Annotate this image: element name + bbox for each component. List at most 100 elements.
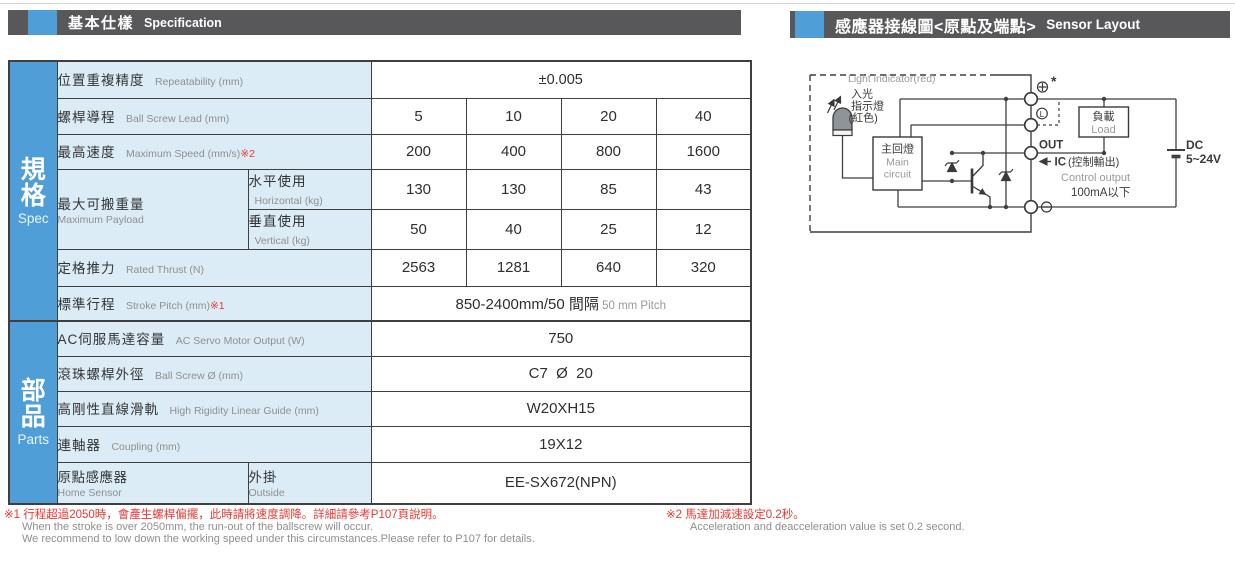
load-box (1078, 106, 1130, 138)
main-circuit-label-en1: Main (886, 157, 909, 169)
out-label: OUT (1039, 140, 1063, 152)
value-thrust-2: 1281 (465, 248, 562, 287)
row-label-coupling: 連軸器 Coupling (mm) (56, 425, 372, 463)
svg-text:L: L (1040, 109, 1045, 119)
table-row: 規格 Spec 位置重複精度 Repeatability (mm) ±0.005 (8, 60, 752, 322)
row-label-max-payload: 最大可搬重量 Maximum Payload (56, 168, 249, 250)
sidebar-label-en: Spec (17, 210, 49, 226)
led-label-zh-1: 入光 (851, 87, 873, 101)
footnote-mark-1: ※1 (209, 299, 225, 312)
terminal-l (1023, 117, 1039, 133)
terminal-plus (1023, 91, 1039, 107)
row-label-ball-screw-lead: 螺桿導程 Ball Screw Lead (mm) (56, 97, 372, 135)
table-row: 螺桿導程 Ball Screw Lead (mm) 5 10 20 40 (9, 97, 752, 135)
section-header-specification: 基本仕樣 Specification (8, 10, 741, 35)
control-output-zh: (控制輸出) (1068, 155, 1119, 169)
specification-table: 規格 Spec 位置重複精度 Repeatability (mm) ±0.005… (8, 60, 752, 505)
value-stroke-pitch: 850-2400mm/50 間隔 50 mm Pitch (370, 285, 752, 322)
transistor-symbol (970, 153, 991, 207)
footnote-2-zh: ※2 馬達加減速設定0.2秒。 (666, 509, 805, 521)
row-label-ball-screw-od: 滾珠螺桿外徑 Ball Screw Ø (mm) (56, 355, 372, 392)
circled-l-symbol: L (1036, 107, 1048, 120)
row-label-home-sensor: 原點感應器 Home Sensor (56, 461, 249, 505)
sidebar-spec-section: 規格 Spec (8, 60, 58, 322)
current-limit-label: 100mA以下 (1071, 186, 1130, 199)
table-row: 高剛性直線滑軌 High Rigidity Linear Guide (mm) … (9, 390, 752, 427)
table-row: 最高速度 Maximum Speed (mm/s)※2 200 400 800 … (9, 133, 752, 170)
main-circuit-label-en2: circuit (884, 169, 912, 181)
load-label-zh: 負載 (1093, 110, 1115, 123)
sidebar-parts-section: 部品 Parts (8, 320, 58, 505)
main-circuit-box (872, 136, 923, 191)
value-lead-1: 5 (370, 97, 467, 135)
value-vertical-1: 50 (370, 208, 467, 250)
led-label-zh-3: (紅色) (849, 111, 878, 125)
value-horizontal-4: 43 (655, 168, 752, 210)
header-accent-square (795, 11, 824, 38)
row-label-stroke-pitch: 標準行程 Stroke Pitch (mm)※1 (56, 285, 372, 322)
value-horizontal-2: 130 (465, 168, 562, 210)
section-title-en: Specification (144, 15, 222, 30)
minus-symbol (1040, 201, 1053, 213)
dc-voltage-label: 5~24V (1186, 152, 1221, 166)
table-row: 滾珠螺桿外徑 Ball Screw Ø (mm) C7 Ø 20 (9, 355, 752, 392)
row-label-linear-guide: 高剛性直線滑軌 High Rigidity Linear Guide (mm) (56, 390, 372, 427)
row-label-home-sensor-outside: 外掛 Outside (247, 461, 372, 505)
light-ray-arrows (826, 95, 842, 114)
section-title-zh: 基本仕樣 (68, 15, 135, 32)
footnote-mark-2: ※2 (240, 148, 255, 160)
footnote-1-en-line1: When the stroke is over 2050mm, the run-… (22, 521, 373, 533)
page-top-rule (0, 3, 1235, 4)
value-horizontal-1: 130 (370, 168, 467, 210)
value-vertical-2: 40 (465, 208, 562, 250)
value-speed-3: 800 (560, 133, 657, 170)
section-title-en: Sensor Layout (1046, 17, 1140, 32)
row-label-horizontal: 水平使用 Horizontal (kg) (247, 168, 372, 210)
table-row: 垂直使用 Vertical (kg) 50 40 25 12 (9, 208, 752, 250)
section-header-sensor-layout: 感應器接線圖<原點及端點> Sensor Layout (790, 11, 1230, 38)
row-label-servo-output: AC伺服馬達容量 AC Servo Motor Output (W) (56, 320, 372, 357)
value-vertical-3: 25 (560, 208, 657, 250)
row-label-vertical: 垂直使用 Vertical (kg) (247, 208, 372, 250)
value-linear-guide: W20XH15 (370, 390, 752, 427)
sidebar-label-zh: 部品 (20, 377, 46, 431)
ic-label: IC (1055, 157, 1067, 169)
sensor-wiring-diagram: L * Light indicator(red) 入光 指示燈 (紅色) 主回燈… (809, 73, 1221, 233)
header-lead-segment (8, 10, 28, 35)
value-speed-2: 400 (465, 133, 562, 170)
value-horizontal-3: 85 (560, 168, 657, 210)
value-home-sensor: EE-SX672(NPN) (370, 461, 752, 505)
load-label-en: Load (1091, 124, 1115, 136)
row-label-repeatability: 位置重複精度 Repeatability (mm) (56, 60, 372, 99)
value-vertical-4: 12 (655, 208, 752, 250)
value-speed-4: 1600 (655, 133, 752, 170)
value-repeatability: ±0.005 (370, 60, 752, 99)
table-row: 標準行程 Stroke Pitch (mm)※1 850-2400mm/50 間… (9, 285, 752, 322)
dc-supply-symbol (1167, 149, 1185, 159)
control-output-en: Control output (1061, 172, 1130, 184)
row-label-max-speed: 最高速度 Maximum Speed (mm/s)※2 (56, 133, 372, 170)
junction-dots (949, 96, 1107, 210)
table-row: 定格推力 Rated Thrust (N) 2563 1281 640 320 (9, 248, 752, 287)
light-indicator-label: Light indicator(red) (848, 73, 936, 85)
terminal-out (1023, 145, 1039, 161)
header-accent-square (28, 10, 57, 35)
value-lead-2: 10 (465, 97, 562, 135)
value-coupling: 19X12 (370, 425, 752, 463)
section-title-zh: 感應器接線圖<原點及端點> (835, 18, 1037, 36)
row-label-rated-thrust: 定格推力 Rated Thrust (N) (56, 248, 372, 287)
zener-diode-right (998, 168, 1014, 182)
led-indicator (832, 107, 853, 137)
table-row: 原點感應器 Home Sensor 外掛 Outside EE-SX672(NP… (9, 461, 752, 505)
sidebar-label-zh: 規格 (20, 155, 46, 210)
dc-label: DC (1186, 138, 1204, 152)
led-label-zh-2: 指示燈 (851, 99, 884, 113)
zener-diode-left (944, 159, 960, 173)
table-row: 連軸器 Coupling (mm) 19X12 (9, 425, 752, 463)
footnote-2-en: Acceleration and deacceleration value is… (690, 521, 965, 533)
sidebar-label-en: Parts (17, 432, 49, 447)
main-circuit-label-zh: 主回燈 (881, 142, 914, 156)
value-speed-1: 200 (370, 133, 467, 170)
plus-symbol (1036, 81, 1049, 93)
value-ball-screw-od: C7 Ø 20 (370, 355, 752, 392)
